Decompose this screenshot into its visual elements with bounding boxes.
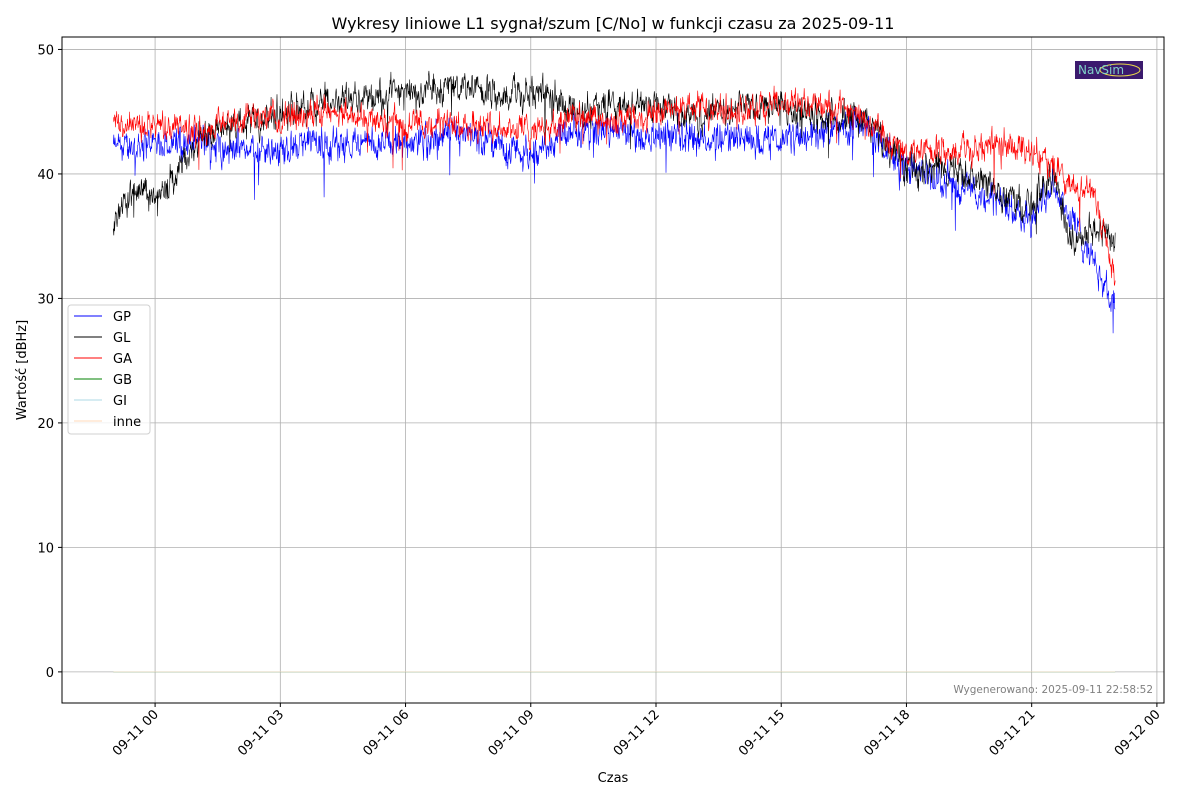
x-tick-label: 09-11 00	[110, 707, 162, 759]
x-tick-label: 09-11 12	[611, 707, 663, 759]
y-tick-label: 0	[46, 666, 54, 681]
generated-annotation: Wygenerowano: 2025-09-11 22:58:52	[953, 684, 1153, 696]
series-lines	[113, 70, 1116, 673]
x-axis: 09-11 00 09-11 03 09-11 06 09-11 09 09-11 12…	[110, 703, 1164, 759]
x-tick-label: 09-11 06	[360, 707, 412, 759]
y-axis-label: Wartość [dBHz]	[15, 320, 30, 420]
legend-label-gl: GL	[113, 331, 131, 346]
x-tick-label: 09-11 21	[987, 707, 1039, 759]
x-tick-label: 09-11 18	[861, 707, 913, 759]
y-tick-label: 50	[37, 43, 54, 58]
x-tick-label: 09-11 15	[736, 707, 788, 759]
legend-label-ga: GA	[113, 352, 132, 367]
y-tick-label: 10	[37, 541, 54, 556]
logo-text: NavSim	[1078, 63, 1124, 77]
y-tick-label: 30	[37, 292, 54, 307]
legend: GP GL GA GB GI inne	[67, 304, 151, 435]
plot-frame	[61, 36, 1165, 704]
legend-label-gp: GP	[113, 310, 131, 325]
series-line-ga	[113, 85, 1116, 287]
x-tick-label: 09-12 00	[1112, 707, 1164, 759]
y-tick-label: 20	[37, 417, 54, 432]
navsim-logo: NavSim	[1075, 61, 1143, 79]
legend-label-gb: GB	[113, 373, 132, 388]
grid	[62, 37, 1164, 703]
legend-label-inne: inne	[113, 415, 141, 430]
y-tick-label: 40	[37, 168, 54, 183]
series-line-gp	[113, 106, 1116, 334]
x-tick-label: 09-11 03	[235, 707, 287, 759]
y-axis: 0 10 20 30 40 50	[37, 43, 62, 681]
legend-label-gi: GI	[113, 394, 127, 409]
x-tick-label: 09-11 09	[486, 707, 538, 759]
series-line-gl	[113, 70, 1116, 256]
x-axis-label: Czas	[598, 771, 629, 786]
chart-title: Wykresy liniowe L1 sygnał/szum [C/No] w …	[332, 14, 895, 33]
